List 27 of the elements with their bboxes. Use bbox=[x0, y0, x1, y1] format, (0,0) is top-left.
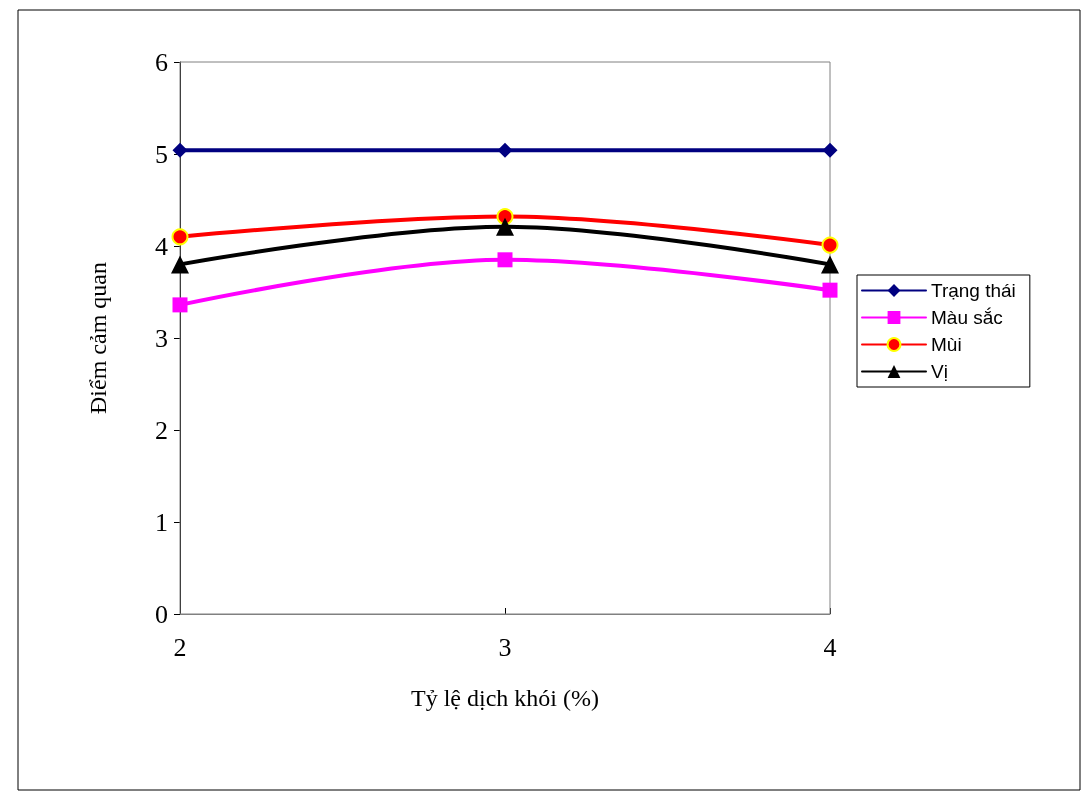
point bbox=[822, 142, 838, 158]
point bbox=[821, 255, 839, 274]
point bbox=[497, 142, 513, 158]
y-tick-label: 5 bbox=[155, 139, 168, 169]
x-tick-label: 3 bbox=[498, 632, 512, 662]
legend-label: Trạng thái bbox=[931, 280, 1016, 301]
y-tick-label: 2 bbox=[155, 415, 168, 445]
point bbox=[171, 255, 189, 274]
y-axis-title: Điểm cảm quan bbox=[85, 262, 111, 414]
point bbox=[496, 217, 514, 236]
point bbox=[822, 282, 838, 298]
y-tick-label: 0 bbox=[155, 599, 168, 629]
point bbox=[172, 297, 188, 313]
y-tick-label: 6 bbox=[155, 47, 168, 77]
point bbox=[497, 252, 513, 268]
legend-label: Vị bbox=[931, 361, 948, 382]
y-tick-label: 4 bbox=[155, 231, 168, 261]
x-axis-title: Tỷ lệ dịch khói (%) bbox=[411, 685, 599, 711]
y-tick-label: 3 bbox=[155, 323, 168, 353]
point bbox=[821, 236, 839, 254]
point bbox=[496, 208, 514, 226]
point bbox=[172, 142, 188, 158]
point bbox=[171, 228, 189, 246]
x-tick-label: 4 bbox=[823, 632, 837, 662]
legend-label: Mùi bbox=[931, 334, 962, 355]
legend-label: Màu sắc bbox=[931, 307, 1003, 328]
y-tick-label: 1 bbox=[155, 507, 168, 537]
